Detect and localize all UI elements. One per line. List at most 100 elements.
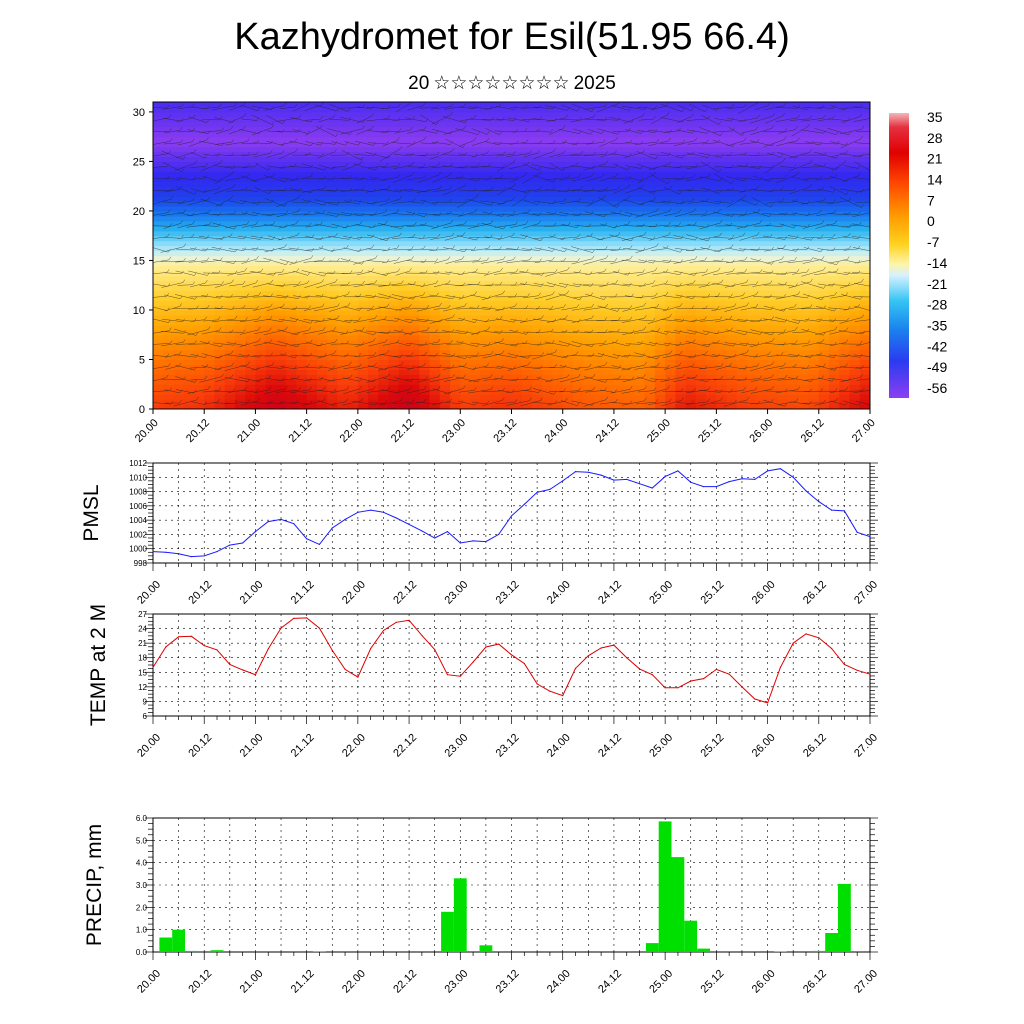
heatmap-cell [583, 349, 595, 356]
heatmap-cell [829, 349, 840, 356]
heatmap-cell [316, 319, 328, 326]
wind-barb [253, 342, 271, 346]
heatmap-cell [572, 280, 584, 286]
heatmap-cell [798, 354, 810, 361]
heatmap-cell [685, 349, 697, 356]
heatmap-cell [644, 374, 656, 380]
heatmap-cell [450, 126, 461, 133]
heatmap-cell [654, 131, 666, 138]
heatmap-cell [849, 146, 861, 153]
heatmap-cell [562, 300, 574, 306]
heatmap-cell [849, 126, 861, 133]
heatmap-cell [583, 102, 595, 108]
heatmap-cell [275, 270, 287, 276]
heatmap-cell [480, 166, 492, 172]
wind-barb-flag [247, 378, 250, 382]
wind-barb-flag [306, 280, 310, 284]
heatmap-cell [736, 290, 748, 296]
heatmap-cell [757, 201, 769, 207]
wind-barb [279, 141, 295, 146]
heatmap-cell [716, 339, 728, 346]
heatmap-cell [859, 319, 870, 326]
heatmap-cell [327, 255, 338, 262]
heatmap-cell [460, 359, 472, 366]
heatmap-cell [531, 191, 543, 197]
heatmap-cell [429, 374, 441, 380]
wind-barb [288, 247, 312, 252]
wind-barb-flag [271, 121, 275, 125]
heatmap-cell [286, 161, 297, 167]
wind-barb [200, 198, 222, 207]
heatmap-cell [286, 404, 297, 409]
heatmap-cell [460, 265, 472, 271]
heatmap-cell [398, 215, 410, 222]
heatmap-cell [593, 141, 605, 148]
heatmap-cell [788, 255, 799, 262]
heatmap-cell [153, 280, 164, 286]
wind-barb-flag [307, 363, 310, 367]
heatmap-cell [460, 136, 472, 143]
wind-barb-flag [256, 255, 259, 260]
heatmap-cell [716, 260, 728, 266]
heatmap-cell [460, 176, 472, 182]
heatmap-cell [726, 399, 738, 405]
heatmap-cell [398, 300, 410, 306]
heatmap-cell [224, 404, 236, 409]
heatmap-cell [388, 275, 400, 281]
wind-barb-flag [246, 163, 250, 168]
heatmap-cell [583, 220, 595, 227]
heatmap-cell [193, 181, 205, 187]
heatmap-cell [265, 191, 277, 197]
heatmap-cell [357, 359, 369, 366]
heatmap-cell [624, 225, 636, 232]
heatmap-cell [296, 106, 308, 113]
heatmap-cell [183, 384, 195, 390]
heatmap-cell [173, 245, 185, 252]
heatmap-cell [634, 181, 646, 187]
heatmap-cell [542, 151, 554, 158]
wind-barb-flag [295, 176, 299, 180]
heatmap-cell [572, 319, 584, 326]
heatmap-cell [234, 220, 246, 227]
heatmap-cell [286, 102, 297, 108]
heatmap-cell [501, 384, 513, 390]
heatmap-cell [777, 245, 789, 252]
heatmap-cell [654, 161, 666, 167]
heatmap-cell [654, 186, 666, 192]
heatmap-cell [562, 250, 574, 257]
heatmap-cell [603, 369, 615, 375]
heatmap-cell [583, 324, 595, 331]
heatmap-cell [839, 136, 851, 143]
heatmap-cell [347, 136, 359, 143]
heatmap-cell [736, 354, 748, 361]
heatmap-cell [839, 126, 851, 133]
heatmap-cell [214, 230, 226, 237]
heatmap-cell [214, 102, 226, 108]
heatmap-cell [777, 201, 789, 207]
heatmap-cell [204, 126, 216, 133]
heatmap-cell [613, 176, 625, 182]
heatmap-cell [306, 176, 318, 182]
heatmap-cell [757, 230, 769, 237]
heatmap-cell [562, 191, 574, 197]
heatmap-cell [409, 106, 420, 113]
heatmap-cell [634, 354, 646, 361]
heatmap-cell [480, 106, 492, 113]
heatmap-cell [450, 151, 461, 158]
heatmap-cell [685, 220, 697, 227]
heatmap-cell [736, 374, 748, 380]
heatmap-cell [316, 295, 328, 301]
wind-barb [188, 237, 207, 239]
heatmap-cell [501, 374, 513, 380]
heatmap-cell [706, 255, 717, 262]
heatmap-cell [327, 230, 338, 237]
heatmap-cell [736, 329, 748, 336]
page-subtitle: 20 ☆☆☆☆☆☆☆☆ 2025 [0, 72, 1024, 95]
heatmap-cell [193, 141, 205, 148]
heatmap-cell [736, 156, 748, 163]
heatmap-cell [562, 230, 574, 237]
wind-barb [267, 235, 282, 241]
heatmap-cell [491, 111, 502, 118]
heatmap-cell [788, 230, 799, 237]
heatmap-cell [818, 290, 830, 296]
